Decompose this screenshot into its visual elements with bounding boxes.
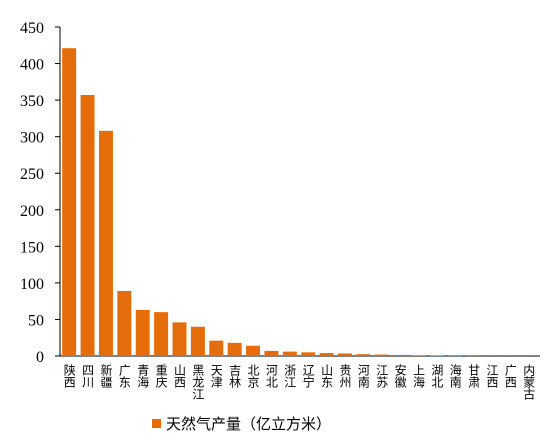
x-tick-label: 辽宁	[301, 364, 315, 388]
x-tick-label: 四川	[81, 364, 95, 388]
y-tick-label: 150	[20, 239, 44, 256]
x-tick-label: 广东	[117, 364, 131, 388]
x-tick-label: 江西	[485, 364, 499, 388]
bar	[246, 345, 261, 356]
x-tick-label: 山东	[320, 364, 334, 388]
bar	[264, 350, 279, 356]
x-tick-label: 上海	[412, 364, 426, 388]
x-tick-label: 海南	[448, 363, 462, 388]
y-tick-label: 200	[20, 203, 44, 220]
x-tick-label: 江苏	[375, 364, 389, 388]
y-tick-label: 0	[36, 349, 44, 366]
bar	[374, 354, 389, 356]
bar	[172, 322, 187, 356]
x-tick-label: 安徽	[393, 363, 407, 388]
x-tick-label: 贵州	[338, 364, 352, 388]
bar	[337, 353, 352, 356]
x-tick-label: 甘肃	[467, 364, 481, 389]
legend-label: 天然气产量（亿立方米）	[166, 416, 331, 433]
x-tick-label: 吉林	[228, 364, 242, 388]
bar	[356, 354, 371, 356]
x-tick-label: 广西	[503, 364, 517, 388]
bar	[227, 342, 242, 356]
bar	[393, 354, 408, 356]
bar	[301, 352, 316, 356]
bar	[190, 326, 205, 356]
x-tick-label: 内蒙古	[522, 364, 536, 400]
bar	[411, 355, 426, 356]
x-tick-label: 新疆	[99, 363, 113, 388]
bar	[117, 290, 132, 356]
legend-swatch	[152, 419, 161, 428]
x-tick-label: 陕西	[62, 363, 76, 388]
y-tick-label: 450	[20, 20, 44, 37]
bar	[209, 340, 224, 356]
x-tick-label: 河南	[356, 364, 370, 388]
x-tick-label: 重庆	[154, 364, 168, 388]
bar	[282, 351, 297, 356]
y-tick-label: 300	[20, 130, 44, 147]
y-tick-label: 400	[20, 57, 44, 74]
y-tick-label: 100	[20, 276, 44, 293]
y-tick-label: 50	[28, 312, 44, 329]
x-tick-label: 山西	[173, 364, 187, 388]
x-tick-label: 天津	[209, 364, 223, 388]
bar	[319, 353, 334, 356]
bar	[135, 309, 150, 356]
x-tick-label: 湖北	[430, 363, 444, 389]
y-tick-label: 250	[20, 166, 44, 183]
x-tick-label: 青海	[136, 364, 150, 388]
x-tick-label: 黑龙江	[191, 364, 205, 400]
x-tick-label: 河北	[264, 364, 278, 389]
x-tick-label: 浙江	[283, 364, 297, 388]
bar	[154, 312, 169, 356]
y-tick-label: 350	[20, 93, 44, 110]
bar	[98, 130, 113, 356]
bar	[80, 94, 95, 356]
bar	[62, 48, 77, 357]
x-tick-label: 北京	[246, 364, 260, 389]
